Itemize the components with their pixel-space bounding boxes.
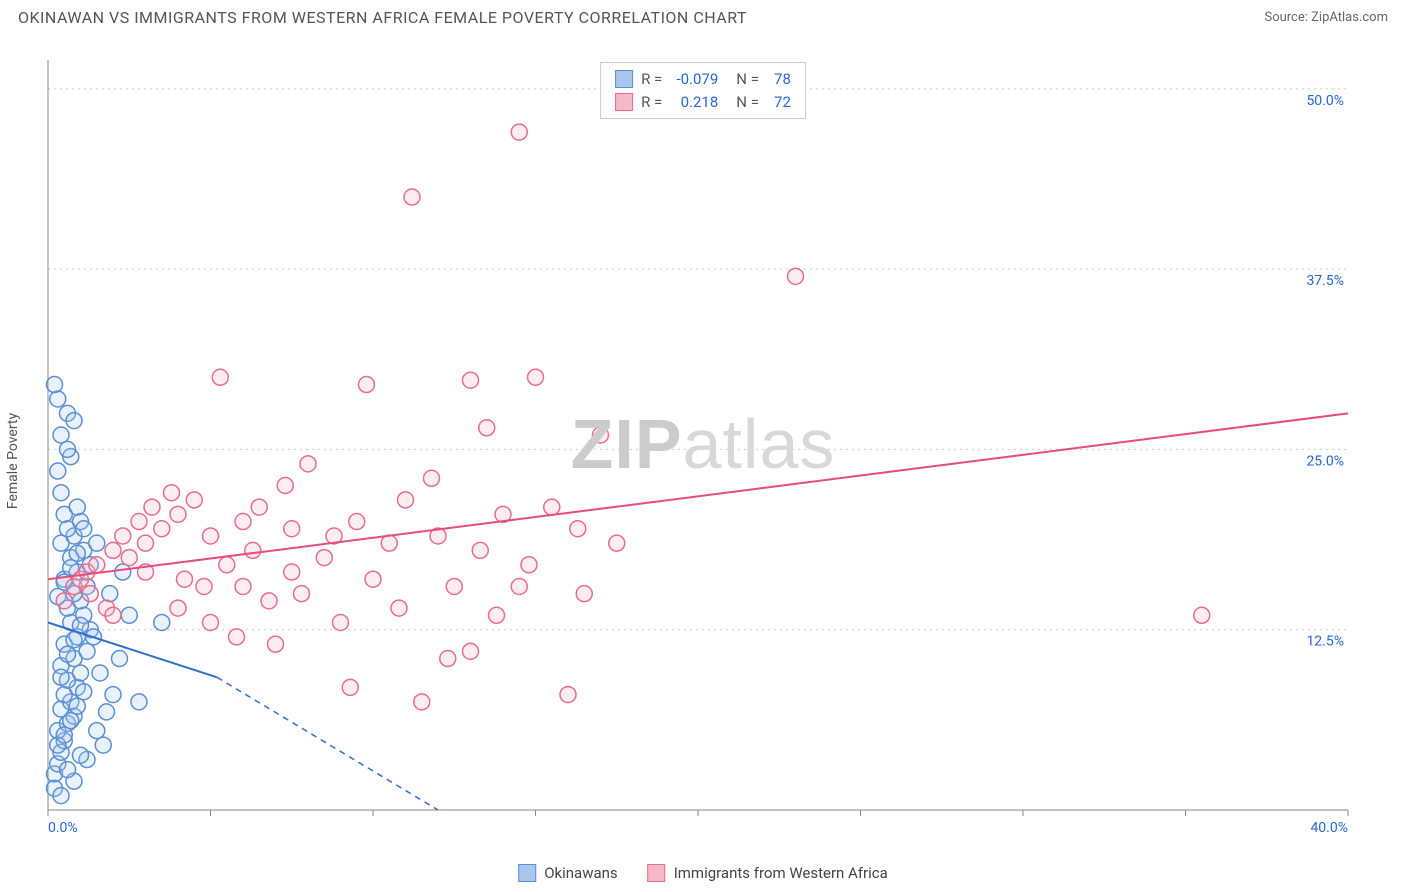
- stat-r-value-0: -0.079: [670, 68, 718, 91]
- stat-n-value-0: 78: [767, 68, 791, 91]
- legend-swatch-1: [648, 864, 666, 882]
- source-link[interactable]: ZipAtlas.com: [1311, 10, 1388, 25]
- chart-title: OKINAWAN VS IMMIGRANTS FROM WESTERN AFRI…: [18, 8, 747, 27]
- scatter-chart: 12.5% 25.0% 37.5% 50.0% 0.0% 40.0%: [18, 40, 1358, 850]
- chart-header: OKINAWAN VS IMMIGRANTS FROM WESTERN AFRI…: [0, 0, 1406, 31]
- source-attribution: Source: ZipAtlas.com: [1264, 10, 1388, 25]
- svg-text:40.0%: 40.0%: [1310, 820, 1348, 836]
- legend-label-1: Immigrants from Western Africa: [674, 864, 888, 882]
- stat-n-value-1: 72: [767, 91, 791, 114]
- stat-r-label-0: R =: [641, 68, 662, 91]
- y-axis-label: Female Poverty: [5, 413, 21, 509]
- stats-row-series-1: R = 0.218 N = 72: [615, 91, 791, 114]
- stats-row-series-0: R = -0.079 N = 78: [615, 68, 791, 91]
- stat-n-label-1: N =: [736, 91, 759, 114]
- svg-text:0.0%: 0.0%: [48, 820, 78, 836]
- source-prefix: Source:: [1264, 10, 1311, 25]
- svg-text:12.5%: 12.5%: [1306, 634, 1344, 650]
- svg-text:37.5%: 37.5%: [1306, 273, 1344, 289]
- stat-r-value-1: 0.218: [670, 91, 718, 114]
- legend-label-0: Okinawans: [544, 864, 617, 882]
- stats-legend: R = -0.079 N = 78 R = 0.218 N = 72: [600, 62, 806, 119]
- chart-container: Female Poverty ZIPatlas 12.5%25.0%37.5%5…: [18, 40, 1388, 882]
- swatch-series-1: [615, 93, 633, 111]
- legend-item-1: Immigrants from Western Africa: [648, 864, 888, 882]
- bottom-legend: Okinawans Immigrants from Western Africa: [518, 864, 888, 882]
- svg-text:50.0%: 50.0%: [1306, 93, 1344, 109]
- legend-item-0: Okinawans: [518, 864, 617, 882]
- legend-swatch-0: [518, 864, 536, 882]
- svg-text:25.0%: 25.0%: [1306, 453, 1344, 469]
- stat-r-label-1: R =: [641, 91, 662, 114]
- swatch-series-0: [615, 70, 633, 88]
- stat-n-label-0: N =: [736, 68, 759, 91]
